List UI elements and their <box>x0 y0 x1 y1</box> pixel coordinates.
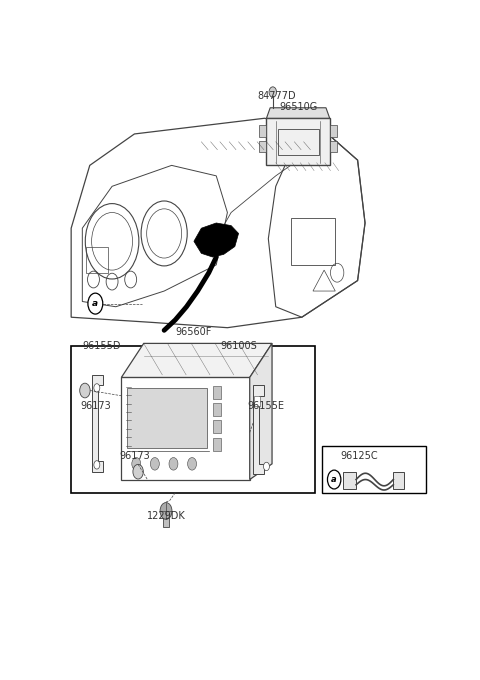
FancyBboxPatch shape <box>121 377 250 479</box>
FancyBboxPatch shape <box>163 513 169 526</box>
Text: 96155D: 96155D <box>83 341 121 352</box>
Text: 96155E: 96155E <box>248 401 285 411</box>
Text: 96510G: 96510G <box>279 102 318 112</box>
Polygon shape <box>92 375 103 472</box>
Text: 96173: 96173 <box>81 401 111 411</box>
Text: 96100S: 96100S <box>220 341 257 352</box>
Polygon shape <box>253 386 264 475</box>
Circle shape <box>327 470 341 489</box>
Text: 96560F: 96560F <box>175 327 212 337</box>
Circle shape <box>80 384 90 398</box>
FancyBboxPatch shape <box>213 403 221 416</box>
FancyBboxPatch shape <box>213 420 221 433</box>
Circle shape <box>150 458 159 470</box>
FancyBboxPatch shape <box>213 438 221 451</box>
Text: 1229DK: 1229DK <box>147 511 185 521</box>
Text: 84777D: 84777D <box>257 92 296 101</box>
Circle shape <box>88 293 103 314</box>
FancyBboxPatch shape <box>393 472 404 489</box>
FancyBboxPatch shape <box>343 472 356 489</box>
FancyBboxPatch shape <box>266 118 330 165</box>
Circle shape <box>94 460 100 469</box>
Polygon shape <box>194 223 239 257</box>
FancyBboxPatch shape <box>259 141 266 152</box>
FancyBboxPatch shape <box>330 141 337 152</box>
Text: 96125C: 96125C <box>341 451 379 461</box>
Text: a: a <box>92 299 98 308</box>
Text: 96173: 96173 <box>120 451 150 461</box>
Circle shape <box>264 462 269 471</box>
FancyBboxPatch shape <box>330 125 337 137</box>
Circle shape <box>188 458 196 470</box>
Circle shape <box>160 503 172 520</box>
FancyBboxPatch shape <box>259 125 266 137</box>
FancyBboxPatch shape <box>254 396 260 406</box>
Circle shape <box>169 458 178 470</box>
Polygon shape <box>121 343 272 377</box>
Circle shape <box>94 384 100 392</box>
Circle shape <box>132 458 141 470</box>
Circle shape <box>133 464 144 479</box>
Text: a: a <box>331 475 337 484</box>
FancyBboxPatch shape <box>127 388 207 448</box>
FancyBboxPatch shape <box>213 386 221 399</box>
Polygon shape <box>266 107 330 118</box>
Circle shape <box>269 87 276 97</box>
Polygon shape <box>250 343 272 479</box>
